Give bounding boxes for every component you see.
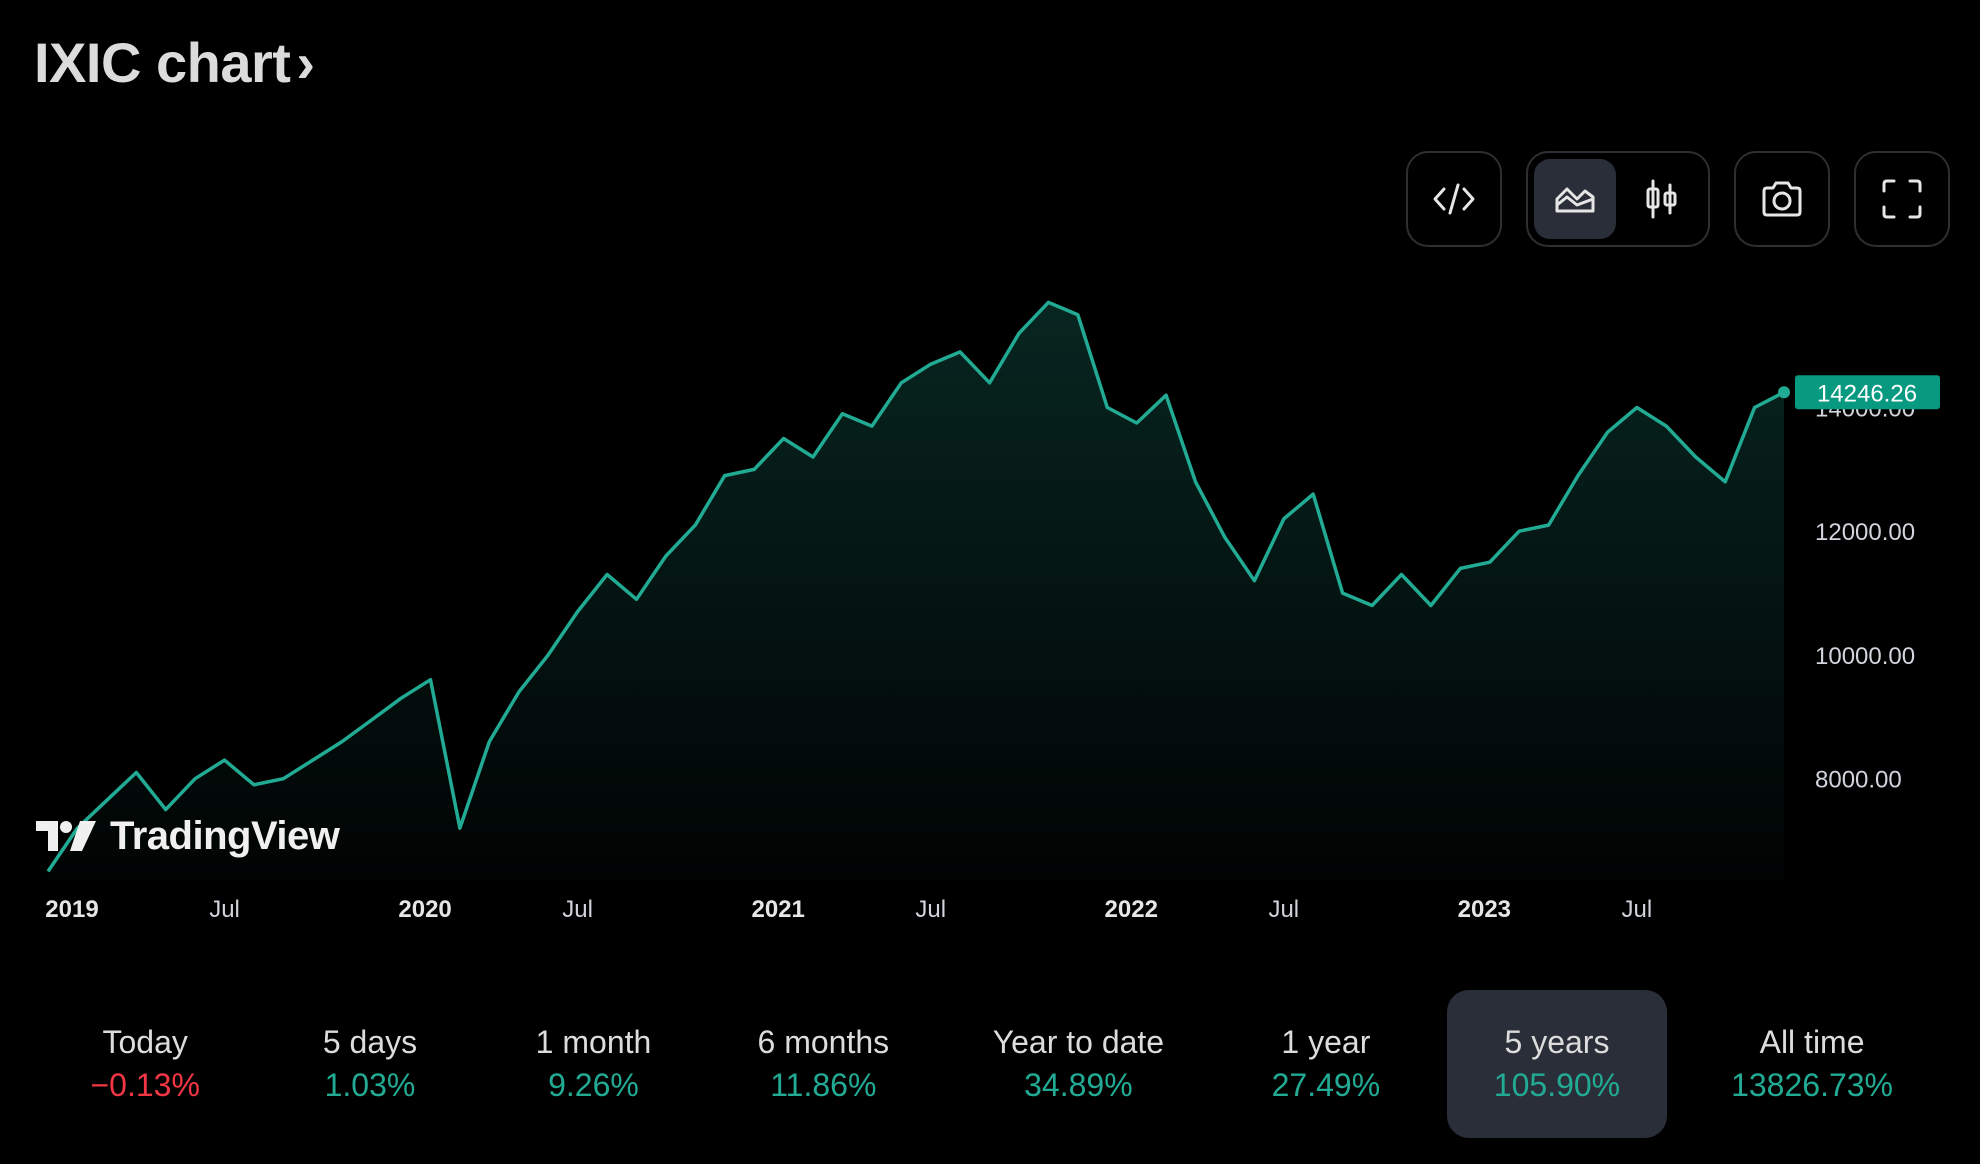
y-tick-label: 10000.00 (1815, 643, 1915, 670)
chart-title-link[interactable]: IXIC chart › (34, 30, 315, 95)
period-5-years[interactable]: 5 years 105.90% (1446, 990, 1667, 1138)
last-price-badge-bg (1795, 375, 1940, 410)
period-label: 5 days (322, 1024, 418, 1060)
candlestick-icon (1646, 179, 1677, 219)
tradingview-watermark[interactable]: TradingView (36, 814, 340, 859)
x-tick-label: 2023 (1458, 896, 1511, 923)
period-label: 1 month (535, 1024, 652, 1060)
period-change: 13826.73% (1731, 1067, 1893, 1103)
last-price-label: 14246.26 (1817, 380, 1917, 407)
period-5-days[interactable]: 5 days 1.03% (260, 990, 480, 1138)
period-change: −0.13% (90, 1067, 200, 1103)
period-performance-bar: Today −0.13% 5 days 1.03% 1 month 9.26% 6 mont… (30, 990, 1950, 1140)
area-chart-button[interactable] (1534, 159, 1616, 239)
x-tick-label: 2020 (398, 896, 451, 923)
last-price-badge: 14246.26 (1795, 375, 1940, 410)
period-change: 11.86% (770, 1067, 877, 1103)
chart-title: IXIC chart (34, 31, 291, 94)
fullscreen-icon (1882, 179, 1922, 219)
tradingview-wordmark: TradingView (110, 814, 340, 858)
candlestick-button[interactable] (1620, 159, 1702, 239)
period-label: Year to date (992, 1024, 1165, 1060)
period-label: Today (102, 1024, 188, 1060)
period-change: 34.89% (1024, 1067, 1133, 1103)
price-area-fill (48, 302, 1784, 880)
period-change: 27.49% (1271, 1067, 1381, 1103)
x-tick-label: 2022 (1105, 896, 1158, 923)
period-label: 1 year (1281, 1024, 1371, 1060)
x-tick-label: Jul (209, 896, 240, 923)
x-tick-label: Jul (915, 896, 946, 923)
x-tick-label: Jul (1268, 896, 1299, 923)
x-tick-label: Jul (1622, 896, 1653, 923)
price-line (46, 300, 1785, 873)
tradingview-logo-icon (36, 820, 96, 851)
y-tick-label: 8000.00 (1815, 767, 1902, 794)
y-tick-label: 12000.00 (1815, 519, 1915, 546)
period-year-to-date[interactable]: Year to date 34.89% (968, 990, 1188, 1138)
camera-icon (1762, 181, 1802, 217)
last-price-dot (1778, 386, 1790, 399)
period-change: 1.03% (324, 1067, 416, 1103)
x-tick-label: 2019 (45, 896, 98, 923)
fullscreen-button[interactable] (1854, 151, 1950, 247)
period-today[interactable]: Today −0.13% (35, 990, 255, 1138)
snapshot-button[interactable] (1734, 151, 1830, 247)
x-tick-label: 2021 (751, 896, 804, 923)
chevron-right-icon: › (296, 31, 315, 94)
period-change: 105.90% (1493, 1067, 1621, 1103)
period-6-months[interactable]: 6 months 11.86% (713, 990, 933, 1138)
chart-type-group (1526, 151, 1710, 247)
period-label: All time (1759, 1024, 1865, 1060)
period-change: 9.26% (548, 1067, 639, 1103)
embed-button[interactable] (1406, 151, 1502, 247)
period-1-year[interactable]: 1 year 27.49% (1216, 990, 1436, 1138)
period-1-month[interactable]: 1 month 9.26% (483, 990, 703, 1138)
x-tick-label: Jul (562, 896, 593, 923)
area-chart-icon (1555, 187, 1595, 213)
code-icon (1433, 183, 1475, 215)
period-label: 5 years (1504, 1024, 1610, 1060)
period-label: 6 months (757, 1024, 890, 1060)
period-all-time[interactable]: All time 13826.73% (1702, 990, 1922, 1138)
x-axis: 2019 Jul 2020 Jul 2021 Jul 2022 Jul 2023 Jul (45, 896, 1652, 923)
